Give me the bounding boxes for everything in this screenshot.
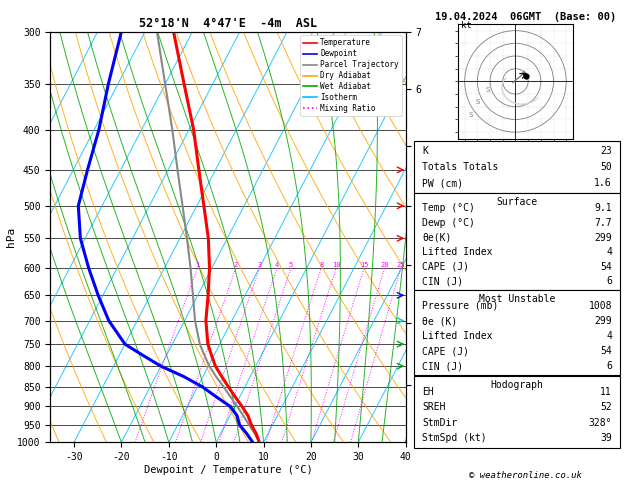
Text: 23: 23	[600, 146, 612, 156]
Y-axis label: hPa: hPa	[6, 227, 16, 247]
Text: 9.1: 9.1	[594, 204, 612, 213]
Text: PW (cm): PW (cm)	[422, 178, 464, 188]
Text: Pressure (mb): Pressure (mb)	[422, 301, 499, 311]
Text: 4: 4	[606, 331, 612, 341]
Text: Hodograph: Hodograph	[491, 380, 543, 390]
Text: 10: 10	[332, 262, 340, 268]
Text: SREH: SREH	[422, 402, 445, 412]
Text: CAPE (J): CAPE (J)	[422, 261, 469, 272]
Text: 20: 20	[381, 262, 389, 268]
Text: 11: 11	[600, 387, 612, 397]
Text: θe(K): θe(K)	[422, 232, 452, 243]
Text: CIN (J): CIN (J)	[422, 276, 464, 286]
Text: 328°: 328°	[589, 418, 612, 428]
Text: Surface: Surface	[496, 197, 538, 207]
Text: 3: 3	[257, 262, 262, 268]
Text: Lifted Index: Lifted Index	[422, 331, 493, 341]
Legend: Temperature, Dewpoint, Parcel Trajectory, Dry Adiabat, Wet Adiabat, Isotherm, Mi: Temperature, Dewpoint, Parcel Trajectory…	[300, 35, 402, 116]
Text: K: K	[422, 146, 428, 156]
Text: StmDir: StmDir	[422, 418, 457, 428]
Text: 7.7: 7.7	[594, 218, 612, 228]
Title: 52°18'N  4°47'E  -4m  ASL: 52°18'N 4°47'E -4m ASL	[139, 17, 317, 31]
Text: 15: 15	[360, 262, 369, 268]
Text: 1: 1	[195, 262, 199, 268]
Text: 299: 299	[594, 232, 612, 243]
Text: CAPE (J): CAPE (J)	[422, 347, 469, 356]
Text: Temp (°C): Temp (°C)	[422, 204, 475, 213]
Text: 54: 54	[600, 347, 612, 356]
Text: 299: 299	[594, 316, 612, 326]
Text: © weatheronline.co.uk: © weatheronline.co.uk	[469, 471, 582, 480]
Text: LCL: LCL	[413, 434, 428, 443]
Text: 8: 8	[319, 262, 323, 268]
Text: EH: EH	[422, 387, 434, 397]
Text: Totals Totals: Totals Totals	[422, 162, 499, 172]
Bar	[414, 193, 620, 290]
Text: 4: 4	[275, 262, 279, 268]
Bar	[414, 376, 620, 448]
Text: S: S	[486, 87, 490, 92]
Text: 50: 50	[600, 162, 612, 172]
Y-axis label: km
ASL: km ASL	[432, 215, 450, 237]
Text: Most Unstable: Most Unstable	[479, 295, 555, 304]
Text: θe (K): θe (K)	[422, 316, 457, 326]
Text: S: S	[475, 99, 479, 105]
Text: 4: 4	[606, 247, 612, 257]
Text: 2: 2	[233, 262, 238, 268]
Text: Mixing Ratio (g/kg): Mixing Ratio (g/kg)	[465, 210, 474, 305]
Text: 1008: 1008	[589, 301, 612, 311]
X-axis label: Dewpoint / Temperature (°C): Dewpoint / Temperature (°C)	[143, 465, 313, 475]
Text: 1.6: 1.6	[594, 178, 612, 188]
Text: Lifted Index: Lifted Index	[422, 247, 493, 257]
Text: CIN (J): CIN (J)	[422, 362, 464, 371]
Text: S: S	[469, 112, 473, 118]
Bar	[414, 141, 620, 192]
Text: 52: 52	[600, 402, 612, 412]
Text: 25: 25	[396, 262, 405, 268]
Text: Dewp (°C): Dewp (°C)	[422, 218, 475, 228]
Text: 54: 54	[600, 261, 612, 272]
Text: kt: kt	[461, 21, 472, 30]
Text: 19.04.2024  06GMT  (Base: 00): 19.04.2024 06GMT (Base: 00)	[435, 12, 616, 22]
Text: 6: 6	[606, 362, 612, 371]
Text: 6: 6	[606, 276, 612, 286]
Text: 5: 5	[289, 262, 293, 268]
Text: 39: 39	[600, 434, 612, 443]
Bar	[414, 291, 620, 375]
Text: StmSpd (kt): StmSpd (kt)	[422, 434, 487, 443]
